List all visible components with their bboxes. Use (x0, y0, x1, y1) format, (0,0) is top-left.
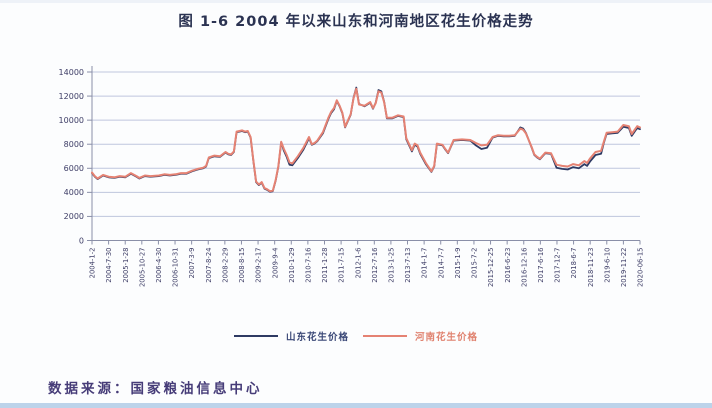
shandong-price-line (91, 86, 641, 193)
x-tick-label: 2017-12-7 (554, 248, 562, 283)
x-tick-label: 2009-2-17 (255, 248, 263, 283)
x-tick-label: 2013-7-13 (404, 248, 412, 283)
legend-entry-henan: 河南花生价格 (363, 329, 478, 343)
x-tick-label: 2019-6-10 (603, 248, 611, 283)
x-tick-label: 2020-06-15 (637, 248, 645, 288)
x-tick-label: 2016-12-16 (520, 248, 528, 288)
x-tick-label: 2015-1-9 (454, 248, 462, 279)
x-tick-label: 2019-11-22 (620, 248, 628, 288)
x-tick-label: 2009-9-4 (271, 248, 279, 279)
x-tick-label: 2011-7-15 (338, 248, 346, 283)
x-tick-label: 2012-7-16 (371, 248, 379, 283)
x-tick-label: 2008-8-15 (238, 248, 246, 283)
y-tick-label: 2000 (64, 212, 84, 221)
x-tick-label: 2014-7-7 (437, 248, 445, 279)
x-tick-label: 2018-11-23 (587, 248, 595, 288)
x-tick-label: 2016-6-23 (504, 248, 512, 283)
x-tick-label: 2010-1-29 (288, 248, 296, 283)
shandong-line-swatch (233, 335, 278, 337)
x-tick-label: 2011-1-28 (321, 248, 329, 283)
data-source-note: 数据来源：国家粮油信息中心 (48, 381, 263, 397)
legend-label-shandong: 山东花生价格 (285, 332, 349, 343)
x-tick-label: 2010-7-16 (304, 248, 312, 283)
x-tick-label: 2004-1-2 (89, 248, 97, 279)
y-tick-label: 6000 (64, 164, 84, 173)
x-tick-label: 2006-10-31 (172, 248, 180, 288)
x-tick-label: 2015-12-25 (487, 248, 495, 288)
henan-line-swatch (363, 335, 407, 337)
x-tick-label: 2004-7-30 (105, 248, 113, 283)
y-tick-label: 14000 (59, 68, 84, 77)
bottom-border-strip (0, 403, 712, 408)
top-border-strip (0, 0, 712, 3)
legend-label-henan: 河南花生价格 (415, 332, 479, 343)
x-tick-label: 2015-7-2 (471, 248, 479, 279)
chart-title: 图 1-6 2004 年以来山东和河南地区花生价格走势 (178, 14, 534, 30)
y-tick-label: 4000 (64, 188, 84, 197)
x-tick-label: 2007-3-9 (188, 248, 196, 279)
x-tick-label: 2008-2-29 (221, 248, 229, 283)
y-tick-label: 12000 (59, 92, 84, 101)
chart-legend: 山东花生价格 河南花生价格 (0, 329, 712, 343)
x-tick-label: 2006-4-30 (155, 248, 163, 283)
x-tick-label: 2005-1-28 (122, 248, 130, 283)
x-tick-label: 2012-1-6 (354, 248, 362, 279)
x-tick-label: 2018-6-7 (570, 248, 578, 279)
y-tick-label: 8000 (64, 140, 84, 149)
y-tick-label: 0 (79, 236, 84, 245)
x-tick-label: 2007-8-24 (205, 248, 213, 283)
x-tick-label: 2013-1-25 (388, 248, 396, 283)
x-tick-label: 2017-6-16 (537, 248, 545, 283)
y-tick-label: 10000 (59, 116, 84, 125)
legend-entry-shandong: 山东花生价格 (233, 329, 349, 343)
henan-price-line (91, 87, 641, 193)
x-tick-label: 2005-10-27 (138, 248, 146, 288)
x-tick-label: 2014-1-7 (421, 248, 429, 279)
